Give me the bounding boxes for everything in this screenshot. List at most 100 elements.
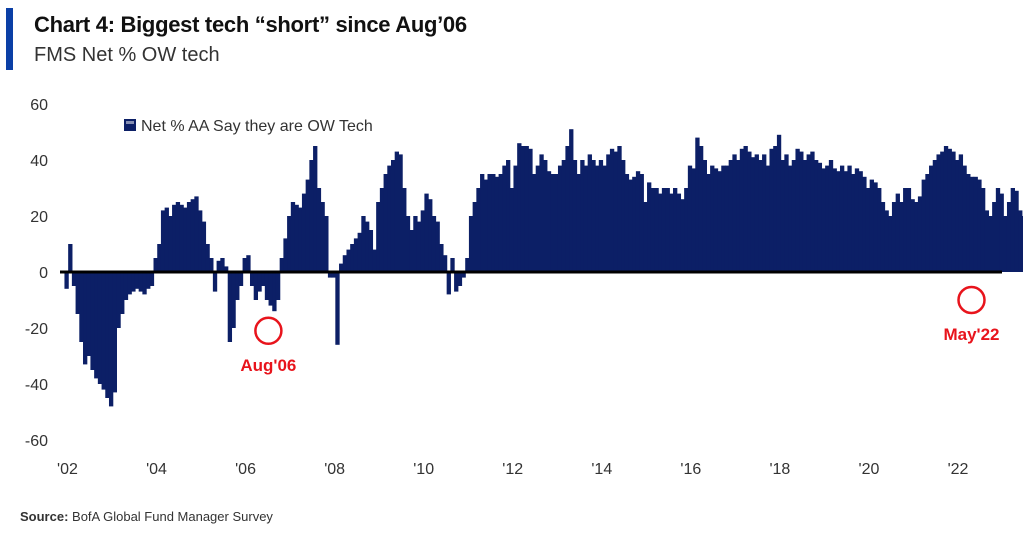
bar: [966, 174, 971, 272]
x-tick-label: '02: [57, 461, 78, 478]
bar: [929, 165, 934, 272]
bar: [268, 272, 273, 306]
bar: [955, 160, 960, 272]
bar: [598, 160, 604, 272]
bar: [279, 258, 284, 272]
bar: [814, 160, 819, 272]
bar: [494, 176, 500, 272]
bar: [899, 202, 904, 272]
bar: [480, 174, 485, 272]
bar: [988, 216, 993, 272]
bar: [164, 207, 169, 272]
bar: [439, 244, 444, 272]
bar: [131, 272, 136, 292]
bar: [869, 179, 874, 272]
bar: [324, 216, 329, 272]
x-tick-label: '22: [948, 461, 969, 478]
bar: [272, 272, 277, 312]
bar: [157, 244, 162, 272]
bar: [120, 272, 125, 314]
bar: [146, 272, 151, 289]
legend-swatch-highlight: [126, 121, 134, 124]
x-tick-label: '12: [502, 461, 523, 478]
bar: [290, 202, 296, 272]
bar: [235, 272, 240, 300]
bar: [532, 174, 537, 272]
bar: [969, 176, 975, 272]
bar: [442, 255, 448, 272]
bar: [951, 151, 956, 272]
annotation-circle: [254, 316, 283, 346]
bar: [253, 272, 259, 300]
annotation-label: May'22: [943, 325, 999, 344]
bar: [313, 146, 318, 272]
bar: [454, 272, 459, 292]
bar: [535, 165, 541, 272]
bar: [554, 174, 559, 272]
bar: [83, 272, 88, 365]
bar: [962, 165, 967, 272]
bar: [940, 151, 945, 272]
x-tick-label: '20: [859, 461, 880, 478]
bar: [116, 272, 121, 328]
bar: [621, 160, 626, 272]
bar: [539, 154, 544, 272]
bar: [498, 174, 503, 272]
bar: [617, 146, 622, 272]
bar: [891, 202, 897, 272]
bar: [691, 168, 696, 272]
bar: [565, 146, 570, 272]
bar: [64, 272, 69, 289]
bar: [980, 188, 986, 272]
bar: [773, 146, 778, 272]
bar: [550, 174, 555, 272]
bar: [1014, 190, 1019, 272]
bar: [86, 272, 92, 356]
bar: [172, 204, 177, 272]
bar: [342, 255, 348, 272]
bar-series: [64, 129, 1023, 407]
bar: [710, 165, 715, 272]
bar: [713, 168, 719, 272]
bar: [431, 216, 437, 272]
bar: [390, 160, 396, 272]
bar: [198, 210, 203, 272]
bar: [702, 160, 707, 272]
bar: [353, 238, 359, 272]
bar: [884, 210, 889, 272]
source-text: BofA Global Fund Manager Survey: [72, 509, 273, 524]
bar: [992, 202, 997, 272]
source-label: Source:: [20, 509, 69, 524]
bar: [450, 258, 455, 272]
bar: [331, 272, 336, 278]
bar: [461, 272, 466, 278]
chart-subtitle: FMS Net % OW tech: [34, 44, 220, 66]
bar: [394, 151, 400, 272]
bar: [732, 154, 737, 272]
bar: [758, 160, 763, 272]
bar: [424, 193, 429, 272]
bar: [142, 272, 147, 295]
bar: [851, 174, 856, 272]
bar: [168, 216, 173, 272]
bar: [528, 148, 533, 272]
bar: [261, 272, 266, 286]
bar: [179, 204, 184, 272]
bar: [862, 176, 867, 272]
bar: [413, 216, 418, 272]
bar: [105, 272, 110, 398]
bar: [747, 151, 752, 272]
bar: [958, 154, 964, 272]
bar: [743, 146, 748, 272]
bar: [680, 199, 685, 272]
bar: [624, 174, 630, 272]
bar: [476, 188, 481, 272]
bar: [108, 272, 114, 407]
source-note: Source: BofA Global Fund Manager Survey: [20, 509, 273, 524]
x-tick-label: '10: [413, 461, 434, 478]
x-axis-ticks: '02 '04 '06 '08 '10 '12 '14 '16 '18 '20 '22: [57, 461, 969, 478]
bar: [357, 232, 362, 272]
y-tick-label: -40: [25, 377, 48, 394]
bar: [925, 174, 930, 272]
y-tick-label: 40: [30, 153, 48, 170]
